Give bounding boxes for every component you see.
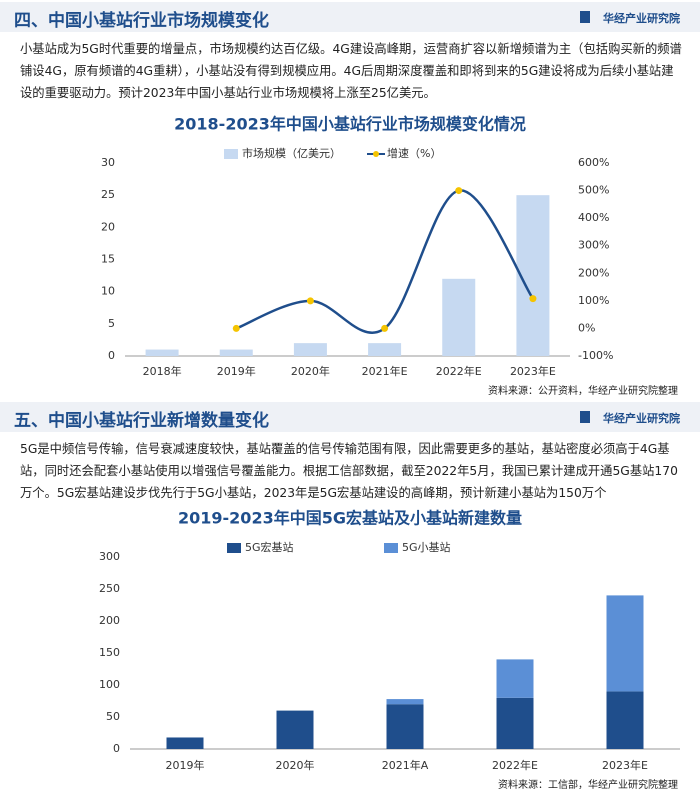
- y2-tick-label: 0%: [578, 321, 595, 334]
- y2-tick-label: 200%: [578, 266, 609, 279]
- legend-label: 5G宏基站: [245, 540, 294, 554]
- line-marker: [529, 295, 537, 303]
- section-heading: 四、中国小基站行业市场规模变化: [14, 11, 269, 31]
- y2-tick-label: 600%: [578, 156, 609, 169]
- source: 资料来源：工信部，华经产业研究院整理: [498, 780, 678, 791]
- bar-segment: [386, 699, 424, 705]
- chart-title: 2018-2023年中国小基站行业市场规模变化情况: [174, 115, 526, 134]
- bar-segment: [386, 704, 424, 749]
- legend-swatch: [384, 543, 398, 553]
- line-marker: [381, 324, 389, 332]
- y-tick-label: 250: [99, 582, 120, 595]
- brand-icon: [580, 411, 590, 423]
- brand: 华经产业研究院: [603, 412, 680, 425]
- brand: 华经产业研究院: [603, 12, 680, 25]
- legend-swatch: [224, 149, 238, 159]
- legend-label: 市场规模（亿美元）: [242, 146, 341, 160]
- x-tick-label: 2022年E: [436, 364, 482, 378]
- x-tick-label: 2020年: [276, 758, 315, 772]
- paragraph: 5G是中频信号传输，信号衰减速度较快，基站覆盖的信号传输范围有限，因此需要更多的…: [20, 442, 678, 500]
- x-tick-label: 2022年E: [492, 758, 538, 772]
- y2-tick-label: 400%: [578, 211, 609, 224]
- paragraph: 小基站成为5G时代重要的增量点，市场规模约达百亿级。4G建设高峰期，运营商扩容以…: [20, 42, 682, 100]
- legend-swatch: [227, 543, 241, 553]
- bar-segment: [496, 697, 534, 749]
- bar: [219, 349, 253, 356]
- bar: [368, 343, 402, 356]
- chart: 2018-2023年中国小基站行业市场规模变化情况 0 5 10 15 20 25 30 -10…: [101, 115, 613, 379]
- section-header: 五、中国小基站行业新增数量变化 华经产业研究院: [0, 402, 700, 432]
- section-header: 四、中国小基站行业市场规模变化 华经产业研究院: [0, 2, 700, 32]
- chart: 2019-2023年中国5G宏基站及小基站新建数量 0 50 100 150 200 250…: [99, 509, 680, 772]
- y-tick-label: 15: [101, 253, 115, 266]
- bar-segment: [166, 737, 204, 749]
- x-tick-label: 2021年A: [382, 758, 429, 772]
- y-tick-label: 5: [108, 317, 115, 330]
- y-tick-label: 300: [99, 550, 120, 563]
- line: [235, 189, 534, 334]
- y-tick-label: 0: [108, 349, 115, 362]
- line-marker: [306, 297, 314, 305]
- y-tick-label: 150: [99, 646, 120, 659]
- y-tick-label: 200: [99, 614, 120, 627]
- bar-segment: [606, 691, 644, 749]
- x-tick-label: 2018年: [143, 364, 182, 378]
- legend-label: 增速（%）: [387, 146, 441, 160]
- bar-segment: [606, 595, 644, 692]
- section-heading: 五、中国小基站行业新增数量变化: [14, 411, 269, 431]
- y2-tick-label: 500%: [578, 184, 609, 197]
- x-tick-label: 2020年: [291, 364, 330, 378]
- bar-segment: [496, 659, 534, 698]
- x-tick-label: 2023年E: [510, 364, 556, 378]
- y2-tick-label: 100%: [578, 294, 609, 307]
- bar: [293, 343, 327, 356]
- x-tick-label: 2019年: [166, 758, 205, 772]
- chart-title: 2019-2023年中国5G宏基站及小基站新建数量: [178, 509, 522, 528]
- y-tick-label: 25: [101, 188, 115, 201]
- y2-tick-label: -100%: [578, 349, 613, 362]
- y-tick-label: 50: [106, 710, 120, 723]
- x-tick-label: 2023年E: [602, 758, 648, 772]
- legend-label: 5G小基站: [402, 540, 451, 554]
- y2-tick-label: 300%: [578, 239, 609, 252]
- y-tick-label: 30: [101, 156, 115, 169]
- source: 资料来源：公开资料，华经产业研究院整理: [488, 386, 678, 397]
- x-tick-label: 2021年E: [362, 364, 408, 378]
- y-tick-label: 20: [101, 220, 115, 233]
- bar: [145, 349, 179, 356]
- bar-segment: [276, 710, 314, 749]
- x-tick-label: 2019年: [217, 364, 256, 378]
- line-marker: [232, 324, 240, 332]
- y-tick-label: 100: [99, 678, 120, 691]
- y-tick-label: 10: [101, 285, 115, 298]
- brand-icon: [580, 11, 590, 23]
- line-marker: [455, 187, 463, 195]
- legend-marker: [373, 151, 379, 157]
- y-tick-label: 0: [113, 742, 120, 755]
- bar: [442, 278, 476, 356]
